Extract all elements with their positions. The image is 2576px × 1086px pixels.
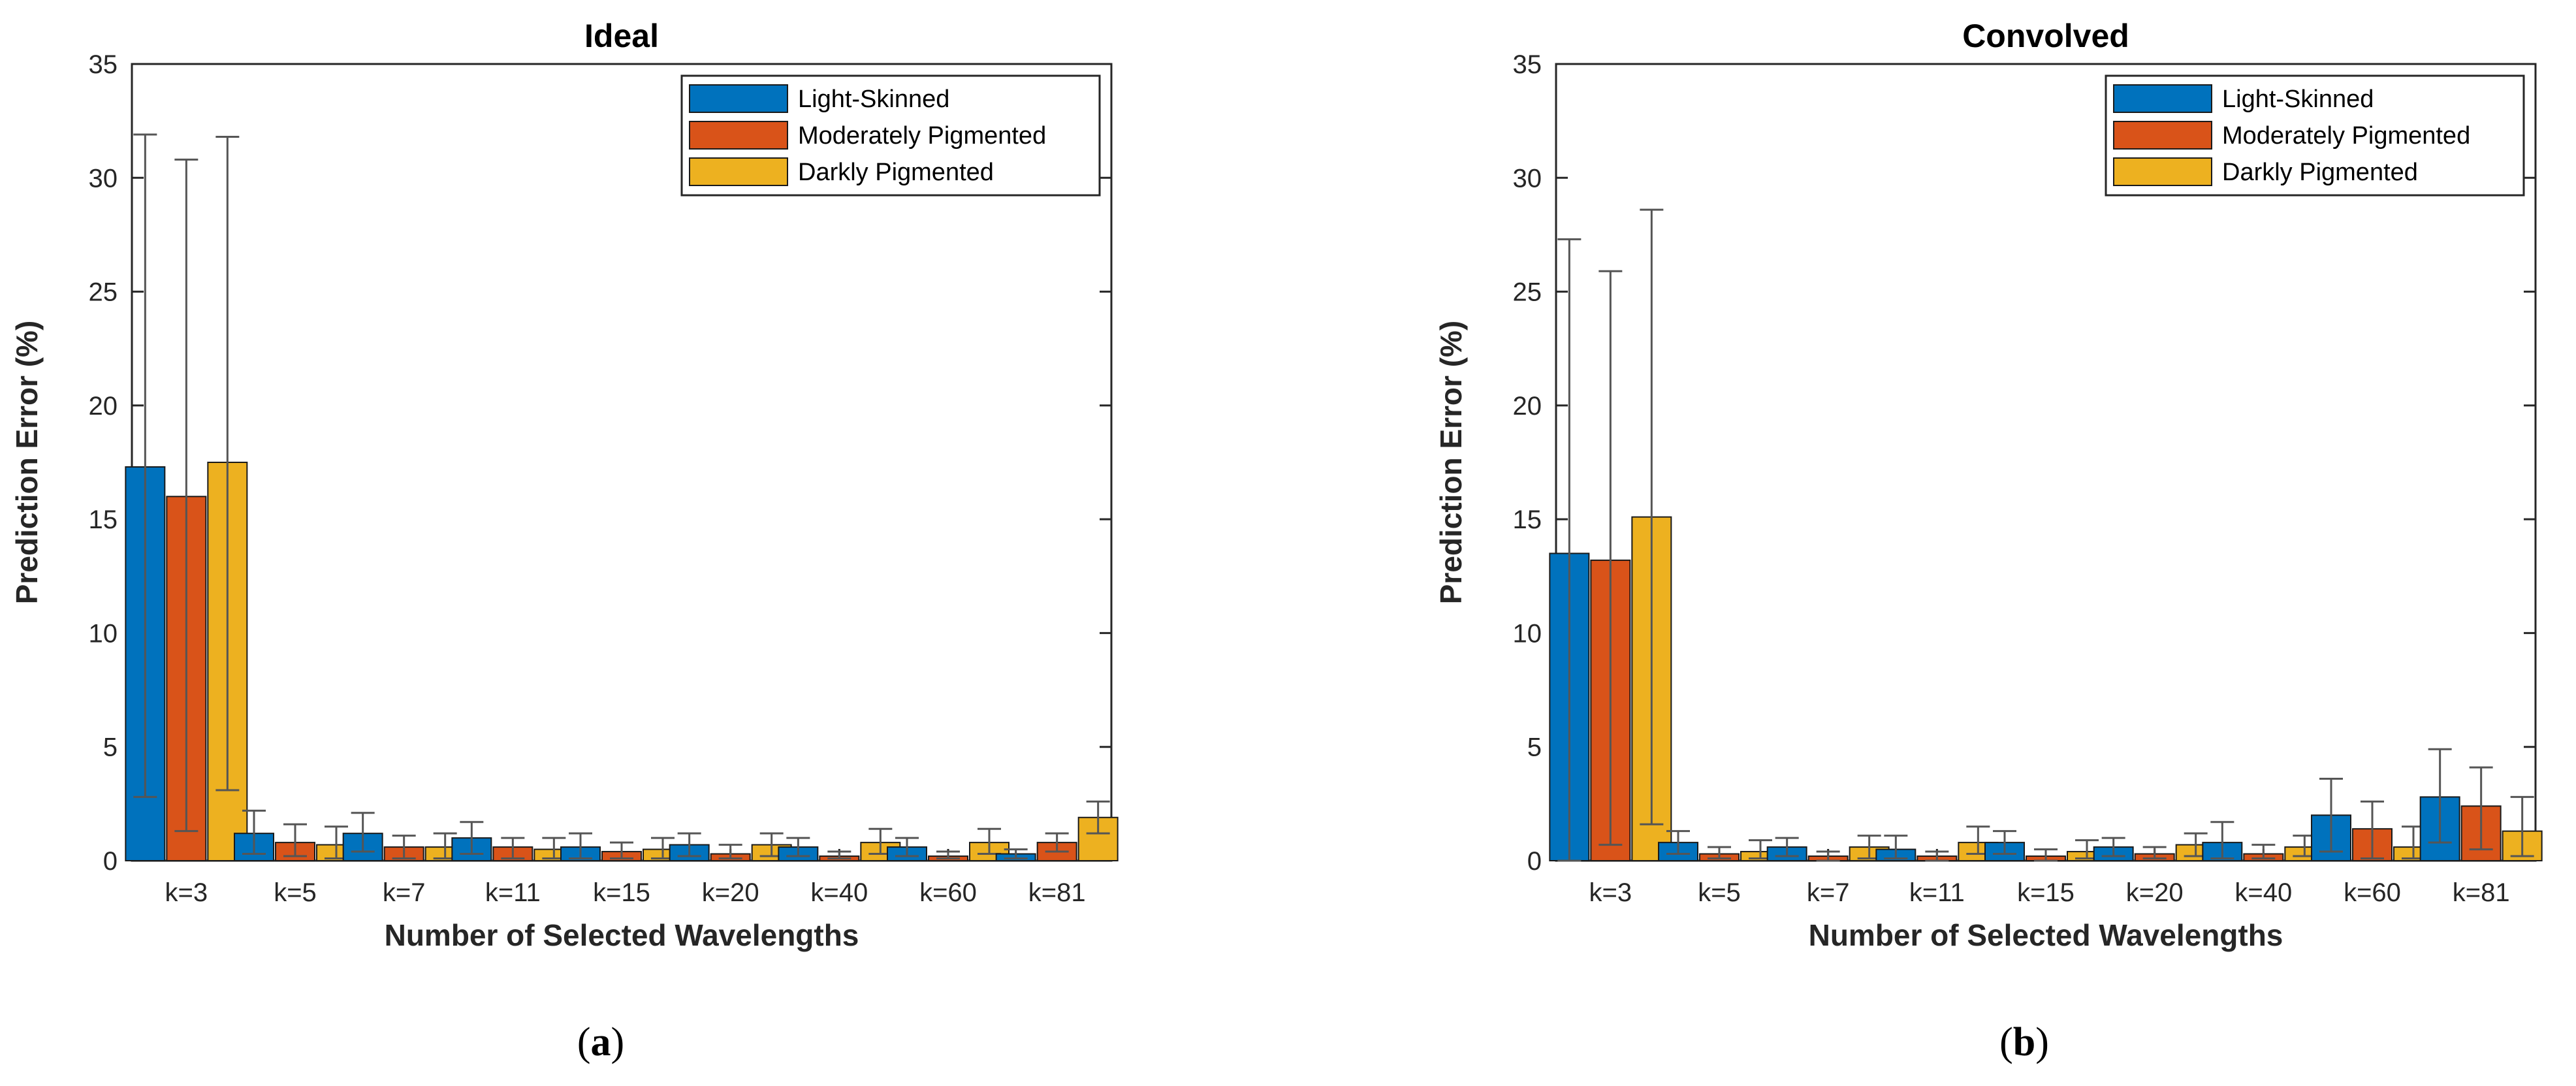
y-axis-label: Prediction Error (%) bbox=[1434, 321, 1468, 605]
y-tick-label: 35 bbox=[89, 50, 118, 79]
legend-label: Darkly Pigmented bbox=[798, 159, 994, 186]
x-tick-label: k=5 bbox=[274, 878, 317, 907]
legend: Light-Skinned Moderately Pigmented Darkly … bbox=[2105, 74, 2525, 197]
legend-label: Moderately Pigmented bbox=[2222, 122, 2470, 150]
x-tick-label: k=15 bbox=[2017, 878, 2075, 907]
x-tick-label: k=20 bbox=[2126, 878, 2184, 907]
legend-swatch bbox=[2113, 121, 2212, 150]
y-tick-label: 25 bbox=[1513, 278, 1542, 307]
y-tick-label: 0 bbox=[103, 847, 118, 876]
legend-label: Moderately Pigmented bbox=[798, 122, 1046, 150]
chart-title: Convolved bbox=[1962, 18, 2129, 54]
y-tick-label: 30 bbox=[1513, 164, 1542, 193]
y-axis-label: Prediction Error (%) bbox=[10, 321, 44, 605]
chart-panel-a: Ideal 0 5 10 15 20 25 30 35 k=3 k=5 k=7 k=11 k=15 k=20… bbox=[10, 18, 1119, 952]
x-tick-label: k=15 bbox=[593, 878, 650, 907]
x-tick-label: k=81 bbox=[1028, 878, 1086, 907]
legend-swatch bbox=[689, 157, 788, 186]
legend-label: Light-Skinned bbox=[798, 86, 949, 113]
legend-swatch bbox=[689, 84, 788, 113]
x-tick-label: k=11 bbox=[1909, 878, 1965, 907]
panel-label: (b) bbox=[1999, 1020, 2049, 1064]
y-tick-label: 35 bbox=[1513, 50, 1542, 79]
y-tick-label: 20 bbox=[1513, 392, 1542, 421]
legend-swatch bbox=[689, 121, 788, 150]
panel-label: (a) bbox=[577, 1020, 624, 1064]
x-tick-label: k=3 bbox=[1589, 878, 1632, 907]
x-tick-label: k=20 bbox=[702, 878, 759, 907]
legend-label: Light-Skinned bbox=[2222, 86, 2374, 113]
y-tick-label: 25 bbox=[89, 278, 118, 307]
y-tick-label: 15 bbox=[89, 505, 118, 534]
y-tick-label: 5 bbox=[103, 733, 118, 762]
y-tick-label: 15 bbox=[1513, 505, 1542, 534]
y-tick-label: 0 bbox=[1527, 847, 1542, 876]
x-tick-label: k=40 bbox=[810, 878, 868, 907]
y-tick-label: 20 bbox=[89, 392, 118, 421]
x-tick-label: k=3 bbox=[165, 878, 208, 907]
y-tick-label: 10 bbox=[89, 619, 118, 648]
x-tick-label: k=11 bbox=[485, 878, 541, 907]
legend-swatch bbox=[2113, 157, 2212, 186]
chart-title: Ideal bbox=[584, 18, 659, 54]
legend-swatch bbox=[2113, 84, 2212, 113]
x-tick-label: k=81 bbox=[2453, 878, 2510, 907]
x-tick-label: k=60 bbox=[2344, 878, 2401, 907]
y-tick-label: 5 bbox=[1527, 733, 1542, 762]
x-tick-label: k=5 bbox=[1698, 878, 1741, 907]
chart-panel-b: Convolved 0 5 10 15 20 25 30 35 k=3 k=5 k=7 k=11 k=15… bbox=[1434, 18, 2543, 952]
x-tick-label: k=60 bbox=[919, 878, 977, 907]
y-tick-label: 10 bbox=[1513, 619, 1542, 648]
x-tick-label: k=7 bbox=[383, 878, 426, 907]
y-tick-label: 30 bbox=[89, 164, 118, 193]
x-tick-label: k=7 bbox=[1807, 878, 1850, 907]
legend-label: Darkly Pigmented bbox=[2222, 159, 2418, 186]
x-tick-label: k=40 bbox=[2234, 878, 2292, 907]
x-axis-label: Number of Selected Wavelengths bbox=[385, 918, 859, 952]
x-axis-label: Number of Selected Wavelengths bbox=[1809, 918, 2283, 952]
legend: Light-Skinned Moderately Pigmented Darkly … bbox=[680, 74, 1101, 197]
